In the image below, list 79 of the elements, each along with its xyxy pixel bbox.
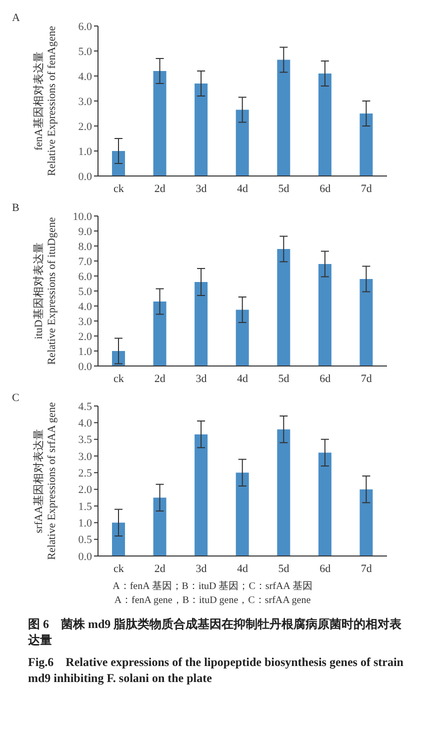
x-tick-label: 7d [360,562,372,575]
x-tick-label: 2d [154,562,166,575]
bar [236,310,249,366]
y-tick-label: 7.0 [78,256,92,268]
x-tick-label: 5d [278,562,290,575]
text: A：fenA 基因；B：ituD 基因；C：srfAA 基因 [112,580,314,594]
bar [236,110,249,176]
chart-title: A [12,12,20,24]
y-axis-title: fenA基因相对表达量 Relative Expressions of fenAgene [32,26,58,176]
bar [318,74,332,176]
x-tick-label: 6d [320,372,332,385]
y-tick-label: 6.0 [78,20,92,33]
caption: Fig.6 Relative expressions of the lipopeptide biosynthesis genes of strain md9 inhibiting F. solani on the plate [28,654,404,686]
x-tick-label: 6d [320,182,332,195]
bar [112,522,125,556]
x-tick-label: 3d [196,562,208,575]
y-tick-label: 10.0 [72,210,92,223]
x-tick-label: ck [113,562,124,575]
x-tick-label: ck [113,372,124,385]
y-axis-title: ituD基因相对表达量 Relative Expressions of ituDgene [32,217,58,365]
y-tick-label: 0.0 [78,360,92,373]
y-tick-label: 5.0 [78,286,92,298]
chart-title: B [12,202,20,214]
x-tick-label: 7d [360,372,372,385]
bar [360,114,373,176]
y-tick-label: 4.0 [78,70,92,83]
y-tick-label: 3.0 [78,316,92,328]
x-tick-label: 6d [320,562,332,575]
bar [318,264,332,366]
x-tick-label: ck [113,182,124,195]
y-tick-label: 2.0 [78,484,92,496]
x-tick-label: 3d [196,372,208,385]
bar [112,151,125,176]
bar [360,489,373,556]
y-tick-label: 3.5 [78,434,92,446]
bar [360,279,373,366]
y-tick-label: 1.0 [78,146,92,158]
y-tick-label: 6.0 [78,270,92,283]
x-tick-label: 3d [196,182,208,195]
y-tick-label: 3.0 [78,450,92,463]
x-tick-label: 2d [154,372,166,385]
y-tick-label: 8.0 [78,240,92,253]
x-tick-label: 4d [237,562,248,575]
y-tick-label: 0.0 [78,550,92,563]
y-tick-label: 5.0 [78,46,92,58]
bar [153,71,166,176]
chart-title: C [12,392,20,404]
text: A：fenA gene，B：ituD gene，C：srfAA gene [113,594,312,608]
bar [277,249,290,366]
bar [277,60,290,176]
y-tick-label: 2.0 [78,330,92,343]
x-tick-label: 5d [278,372,290,385]
x-tick-label: 5d [278,182,290,195]
y-tick-label: 0.5 [78,534,92,546]
y-tick-label: 4.0 [78,418,92,430]
y-tick-label: 1.0 [78,518,92,530]
y-tick-label: 1.0 [78,346,92,358]
y-axis-title: srfAA基因相对表达量 Relative Expressions of srfAA gene [32,402,58,560]
y-tick-label: 2.0 [78,120,92,133]
bar [318,452,332,556]
caption: 图 6 菌株 md9 脂肽类物质合成基因在抑制牡丹根腐病原菌时的相对表达量 [28,616,403,648]
x-tick-label: 4d [237,372,248,385]
bar [194,84,208,176]
bar [236,472,249,556]
x-tick-label: 2d [154,182,166,195]
bar [153,498,166,556]
y-tick-label: 4.0 [78,300,92,313]
y-tick-label: 3.0 [78,96,92,108]
y-tick-label: 4.5 [78,400,92,413]
bar [153,302,166,366]
y-tick-label: 0.0 [78,170,92,183]
y-tick-label: 1.5 [78,500,92,513]
bar [194,282,208,366]
bar [277,429,290,556]
y-tick-label: 9.0 [78,226,92,238]
y-tick-label: 2.5 [78,468,92,480]
bar [194,434,208,556]
x-tick-label: 7d [360,182,372,195]
x-tick-label: 4d [237,182,248,195]
